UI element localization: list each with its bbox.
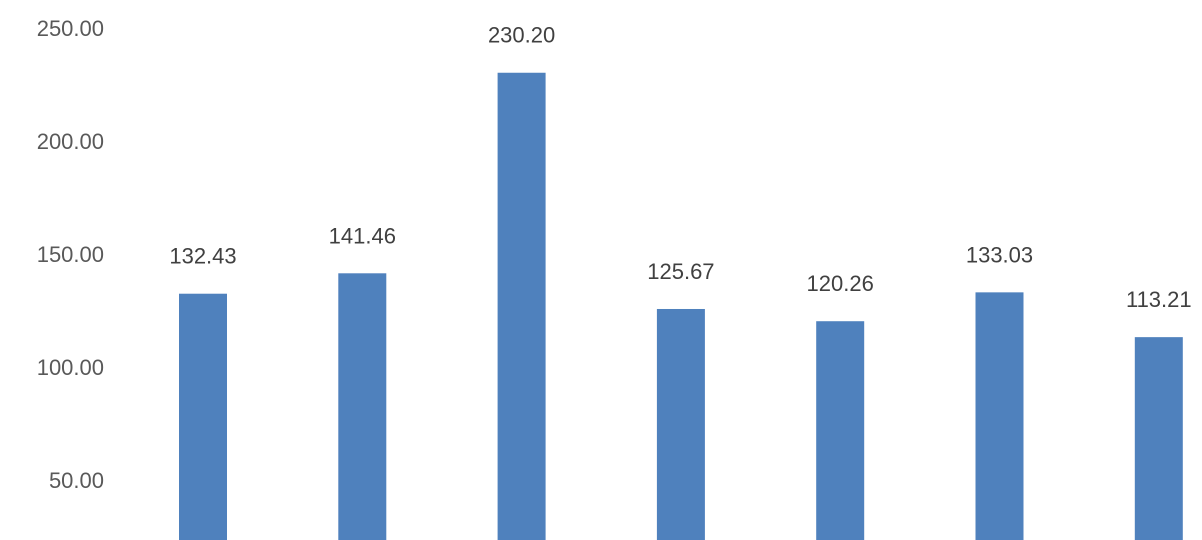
bar — [816, 321, 865, 540]
bar-data-label: 120.26 — [807, 271, 874, 296]
bar-data-label: 133.03 — [966, 242, 1033, 267]
y-tick-label: 150.00 — [37, 242, 104, 267]
bar-data-label: 132.43 — [169, 244, 236, 269]
bar — [338, 273, 387, 540]
y-tick-label: 50.00 — [49, 468, 104, 493]
y-tick-label: 100.00 — [37, 355, 104, 380]
bar-data-label: 125.67 — [647, 259, 714, 284]
bar — [975, 292, 1024, 540]
y-tick-label: 250.00 — [37, 16, 104, 41]
bar — [656, 308, 705, 540]
bar — [497, 72, 546, 540]
bar — [1134, 337, 1183, 540]
data-labels: 132.43 141.46 230.20 125.67 120.26 133.03 113.… — [169, 23, 1191, 312]
bar — [179, 293, 227, 540]
bar-series — [179, 72, 1183, 540]
y-tick-label: 200.00 — [37, 129, 104, 154]
bar-data-label: 141.46 — [329, 223, 396, 248]
y-axis-tick-labels: 50.00 100.00 150.00 200.00 250.00 — [37, 16, 104, 493]
bar-data-label: 230.20 — [488, 23, 555, 48]
bar-data-label: 113.21 — [1126, 287, 1192, 312]
